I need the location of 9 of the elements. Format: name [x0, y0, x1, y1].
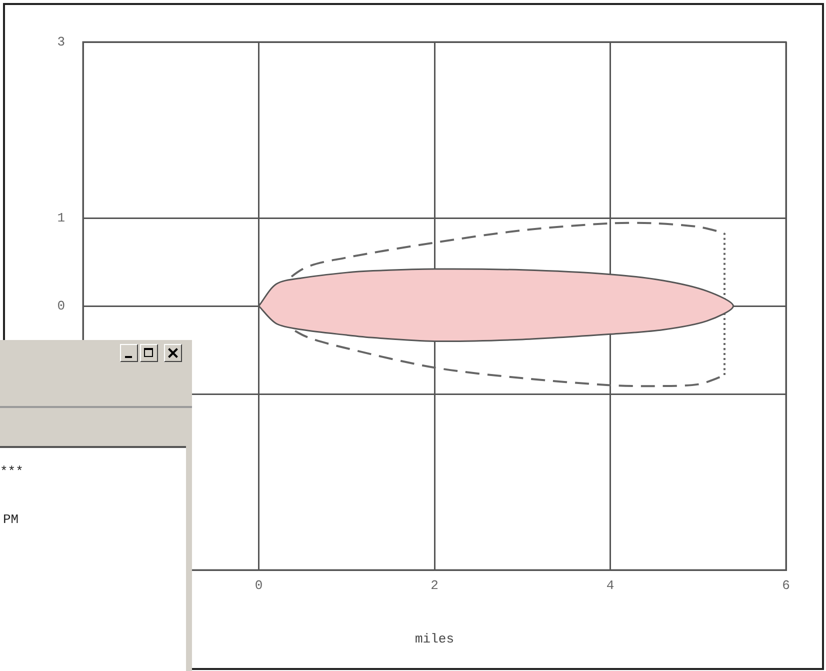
x-tick-label: 0: [254, 578, 263, 594]
x-tick-label: 6: [782, 578, 790, 594]
y-tick-label: 3: [57, 34, 65, 50]
x-tick-label: 2: [430, 578, 438, 594]
x-axis-title: miles: [414, 632, 454, 647]
dialog-window: *** PM: [0, 340, 192, 671]
x-tick-label: 4: [606, 578, 614, 594]
y-tick-label: 1: [57, 210, 66, 226]
y-tick-label: 0: [57, 298, 65, 314]
